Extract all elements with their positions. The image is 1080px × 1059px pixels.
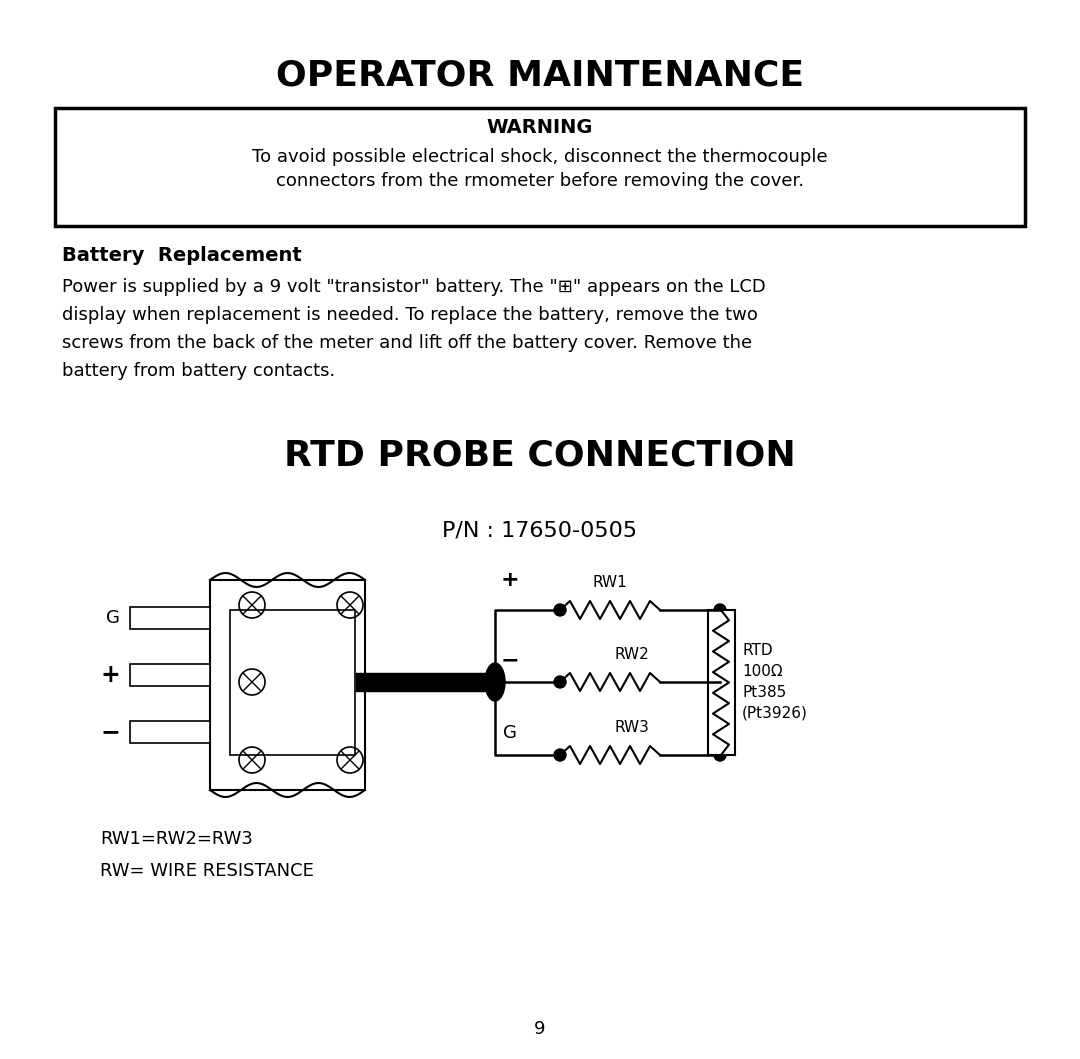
Text: P/N : 17650-0505: P/N : 17650-0505 [443, 520, 637, 540]
Text: −: − [501, 650, 519, 670]
Bar [230, 610, 355, 755]
Text: +: + [501, 570, 519, 590]
Text: RTD PROBE CONNECTION: RTD PROBE CONNECTION [284, 438, 796, 472]
Bar [55, 108, 1025, 226]
Text: Battery  Replacement: Battery Replacement [62, 246, 301, 265]
Text: G: G [503, 724, 517, 742]
Circle shape [714, 604, 726, 616]
Text: battery from battery contacts.: battery from battery contacts. [62, 362, 335, 380]
Circle shape [554, 676, 566, 688]
Text: display when replacement is needed. To replace the battery, remove the two: display when replacement is needed. To r… [62, 306, 758, 324]
Text: RW1=RW2=RW3: RW1=RW2=RW3 [100, 830, 253, 848]
Bar [130, 721, 210, 743]
Circle shape [554, 749, 566, 761]
Text: RW2: RW2 [615, 647, 650, 662]
Text: connectors from the rmometer before removing the cover.: connectors from the rmometer before remo… [275, 172, 805, 190]
Circle shape [554, 604, 566, 616]
Text: RW= WIRE RESISTANCE: RW= WIRE RESISTANCE [100, 862, 314, 880]
Circle shape [714, 749, 726, 761]
Bar [210, 580, 365, 790]
Text: Power is supplied by a 9 volt "transistor" battery. The "⊞" appears on the LCD: Power is supplied by a 9 volt "transisto… [62, 279, 766, 297]
Circle shape [714, 676, 726, 688]
Text: −: − [100, 720, 120, 744]
Text: OPERATOR MAINTENANCE: OPERATOR MAINTENANCE [275, 58, 805, 92]
Ellipse shape [485, 663, 505, 701]
Text: G: G [106, 609, 120, 627]
Bar [130, 607, 210, 629]
Bar [130, 664, 210, 686]
Bar [708, 610, 735, 755]
Text: WARNING: WARNING [487, 118, 593, 137]
Text: RW1: RW1 [593, 575, 627, 590]
Text: 9: 9 [535, 1020, 545, 1038]
Text: To avoid possible electrical shock, disconnect the thermocouple: To avoid possible electrical shock, disc… [253, 148, 827, 166]
Text: RTD
100Ω
Pt385
(Pt3926): RTD 100Ω Pt385 (Pt3926) [742, 643, 808, 721]
Text: +: + [100, 663, 120, 687]
Text: RW3: RW3 [615, 720, 650, 735]
Text: screws from the back of the meter and lift off the battery cover. Remove the: screws from the back of the meter and li… [62, 334, 752, 352]
